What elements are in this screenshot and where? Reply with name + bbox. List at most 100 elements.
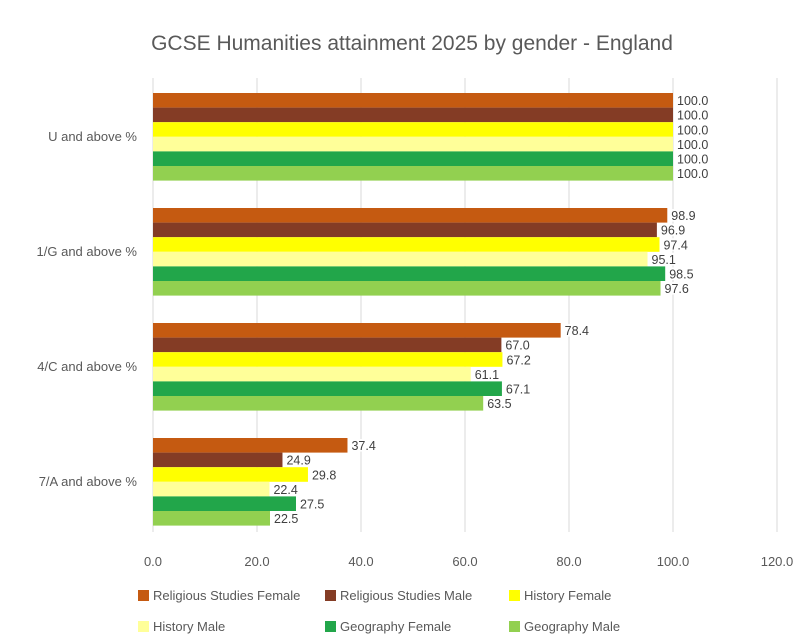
category-label: 1/G and above % — [37, 244, 138, 259]
bar-geography-female — [153, 381, 502, 396]
bar-geography-male — [153, 166, 673, 181]
category-label: U and above % — [48, 129, 137, 144]
legend-swatch-religious-studies-female — [138, 590, 149, 601]
data-label-background — [658, 223, 693, 237]
data-label: 67.0 — [505, 339, 529, 353]
x-tick-label: 80.0 — [556, 554, 581, 569]
data-label: 100.0 — [677, 123, 708, 137]
data-label: 22.5 — [274, 512, 298, 526]
data-label: 61.1 — [475, 368, 499, 382]
category-labels: U and above % 1/G and above % 4/C and abov… — [37, 129, 138, 489]
bar-religious-studies-female — [153, 438, 348, 453]
data-label: 27.5 — [300, 498, 324, 512]
x-axis-ticks: 0.0 20.0 40.0 60.0 80.0 100.0 120.0 — [144, 554, 793, 569]
legend-label-geography-female: Geography Female — [340, 619, 451, 634]
data-label-background — [667, 267, 702, 280]
bar-history-male — [153, 481, 270, 497]
data-label: 96.9 — [661, 224, 685, 238]
data-label-background — [472, 367, 507, 381]
data-label-background — [504, 353, 539, 366]
x-tick-label: 100.0 — [657, 554, 690, 569]
bar-religious-studies-male — [153, 107, 673, 123]
bar-geography-female — [153, 151, 673, 166]
data-label-background — [271, 482, 306, 496]
data-label: 100.0 — [677, 153, 708, 167]
data-label-background — [649, 252, 684, 266]
legend-label-history-female: History Female — [524, 588, 611, 603]
data-label: 98.9 — [671, 209, 695, 223]
bar-religious-studies-female — [153, 93, 673, 108]
data-label: 100.0 — [677, 167, 708, 181]
data-label-background — [284, 453, 319, 467]
bar-religious-studies-male — [153, 222, 657, 238]
data-label-background — [298, 497, 332, 510]
legend-swatch-religious-studies-male — [325, 590, 336, 601]
legend-swatch-history-female — [509, 590, 520, 601]
data-label-background — [503, 338, 538, 352]
data-label: 24.9 — [286, 454, 310, 468]
legend-swatch-geography-female — [325, 621, 336, 632]
bar-geography-female — [153, 266, 666, 281]
data-label: 78.4 — [565, 324, 589, 338]
data-label: 67.1 — [506, 383, 530, 397]
legend-label-geography-male: Geography Male — [524, 619, 620, 634]
data-label: 98.5 — [669, 268, 693, 282]
x-tick-label: 0.0 — [144, 554, 162, 569]
bar-geography-male — [153, 396, 484, 411]
x-tick-label: 20.0 — [244, 554, 269, 569]
data-label-background — [675, 152, 709, 165]
data-label-background — [661, 238, 696, 251]
bar-history-female — [153, 467, 308, 482]
bar-history-female — [153, 237, 660, 252]
bar-religious-studies-female — [153, 208, 668, 223]
data-label-background — [675, 137, 709, 151]
data-label-background — [485, 397, 520, 410]
data-label-background — [669, 209, 704, 222]
data-label: 22.4 — [273, 483, 297, 497]
chart-title: GCSE Humanities attainment 2025 by gende… — [151, 32, 673, 55]
x-tick-label: 40.0 — [348, 554, 373, 569]
bar-religious-studies-male — [153, 452, 283, 468]
bar-history-male — [153, 136, 673, 152]
x-tick-label: 60.0 — [452, 554, 477, 569]
data-label-background — [675, 108, 709, 122]
data-label: 63.5 — [487, 397, 511, 411]
bar-geography-female — [153, 496, 296, 511]
data-label: 97.4 — [663, 238, 687, 252]
legend-swatch-history-male — [138, 621, 149, 632]
legend: Religious Studies Female Religious Studie… — [138, 588, 620, 634]
data-label: 100.0 — [677, 109, 708, 123]
legend-label-history-male: History Male — [153, 619, 225, 634]
bar-history-male — [153, 251, 648, 267]
bar-religious-studies-female — [153, 323, 561, 338]
category-label: 4/C and above % — [37, 359, 137, 374]
bars — [153, 93, 673, 526]
data-label: 97.6 — [665, 282, 689, 296]
bar-history-female — [153, 122, 673, 137]
data-label: 29.8 — [312, 468, 336, 482]
data-label-background — [309, 468, 344, 481]
legend-swatch-geography-male — [509, 621, 520, 632]
category-label: 7/A and above % — [39, 474, 138, 489]
data-label: 67.2 — [506, 353, 530, 367]
bar-history-male — [153, 366, 471, 382]
data-label: 100.0 — [677, 138, 708, 152]
data-label: 37.4 — [351, 439, 375, 453]
legend-label-religious-studies-female: Religious Studies Female — [153, 588, 300, 603]
data-label: 100.0 — [677, 94, 708, 108]
data-label-background — [675, 94, 709, 107]
data-label-background — [562, 324, 597, 337]
data-label-background — [675, 123, 709, 136]
x-tick-label: 120.0 — [761, 554, 794, 569]
data-label-background — [675, 167, 709, 180]
bar-geography-male — [153, 511, 270, 526]
bar-history-female — [153, 352, 503, 367]
data-label-background — [662, 282, 697, 295]
data-label: 95.1 — [652, 253, 676, 267]
bar-religious-studies-male — [153, 337, 502, 353]
data-label-background — [503, 382, 538, 395]
legend-label-religious-studies-male: Religious Studies Male — [340, 588, 472, 603]
data-labels: 100.0100.0100.0100.0100.0100.098.996.997… — [271, 94, 709, 526]
bar-geography-male — [153, 281, 661, 296]
